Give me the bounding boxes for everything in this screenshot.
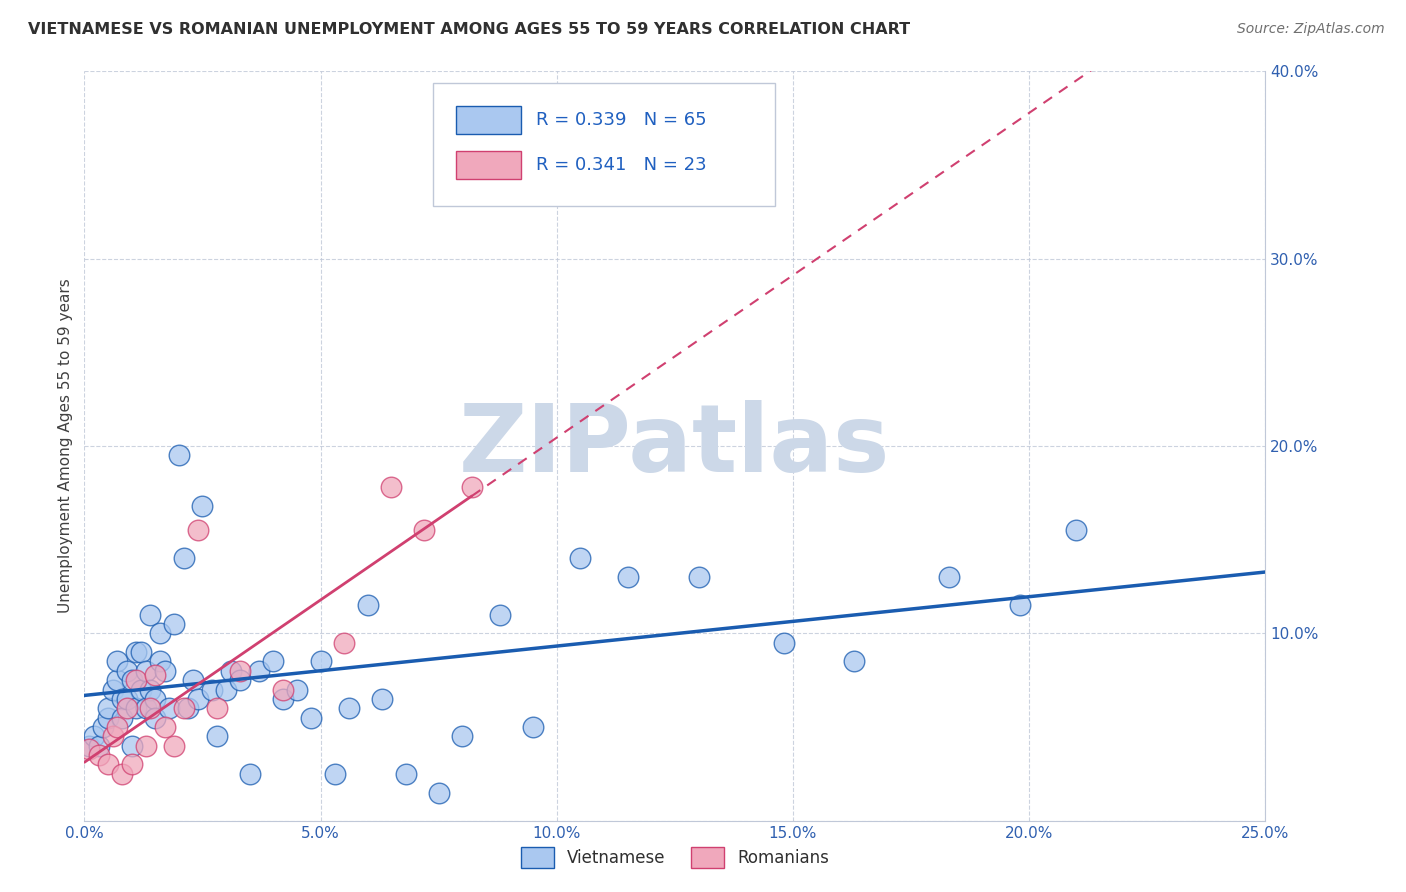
Point <box>177 701 200 715</box>
Point <box>371 692 394 706</box>
Point <box>139 701 162 715</box>
Point <box>101 682 124 697</box>
Point <box>101 730 124 744</box>
Point <box>215 682 238 697</box>
Point <box>139 682 162 697</box>
Point <box>143 667 166 681</box>
Point <box>97 710 120 724</box>
Point <box>77 739 100 753</box>
Point <box>139 607 162 622</box>
Point <box>427 786 450 799</box>
Point <box>451 730 474 744</box>
Point <box>125 701 148 715</box>
Text: R = 0.339   N = 65: R = 0.339 N = 65 <box>536 112 706 129</box>
Point <box>135 664 157 678</box>
FancyBboxPatch shape <box>457 106 522 135</box>
Point <box>181 673 204 688</box>
Point <box>163 617 186 632</box>
Point <box>97 701 120 715</box>
Point <box>111 710 134 724</box>
Point <box>87 739 110 753</box>
FancyBboxPatch shape <box>457 151 522 179</box>
Point <box>337 701 360 715</box>
Point <box>135 739 157 753</box>
Point <box>323 766 346 781</box>
Point <box>772 635 794 649</box>
Point <box>121 739 143 753</box>
Point <box>107 655 129 669</box>
Point <box>121 757 143 772</box>
Point <box>380 480 402 494</box>
Point <box>1008 599 1031 613</box>
Point <box>125 673 148 688</box>
Text: VIETNAMESE VS ROMANIAN UNEMPLOYMENT AMONG AGES 55 TO 59 YEARS CORRELATION CHART: VIETNAMESE VS ROMANIAN UNEMPLOYMENT AMON… <box>28 22 910 37</box>
Point <box>125 645 148 659</box>
Point <box>111 692 134 706</box>
Point <box>153 720 176 734</box>
Point <box>173 701 195 715</box>
Point <box>87 747 110 762</box>
Point <box>239 766 262 781</box>
FancyBboxPatch shape <box>433 83 775 206</box>
Point <box>522 720 544 734</box>
Point <box>143 692 166 706</box>
Point <box>173 551 195 566</box>
Point <box>115 664 138 678</box>
Point <box>357 599 380 613</box>
Point <box>219 664 242 678</box>
Point <box>616 570 638 584</box>
Point <box>143 710 166 724</box>
Point <box>77 742 100 756</box>
Point <box>333 635 356 649</box>
Point <box>83 730 105 744</box>
Text: ZIPatlas: ZIPatlas <box>460 400 890 492</box>
Point <box>107 673 129 688</box>
Point <box>461 480 484 494</box>
Point <box>163 739 186 753</box>
Point <box>135 701 157 715</box>
Point <box>111 766 134 781</box>
Point <box>394 766 416 781</box>
Point <box>129 645 152 659</box>
Point <box>97 757 120 772</box>
Point <box>1066 523 1088 537</box>
Point <box>115 701 138 715</box>
Point <box>107 720 129 734</box>
Point <box>844 655 866 669</box>
Text: R = 0.341   N = 23: R = 0.341 N = 23 <box>536 156 706 174</box>
Point <box>262 655 284 669</box>
Point <box>191 499 214 513</box>
Point <box>271 682 294 697</box>
Point <box>229 664 252 678</box>
Point <box>149 655 172 669</box>
Point <box>205 701 228 715</box>
Point <box>157 701 180 715</box>
Point <box>309 655 332 669</box>
Point <box>938 570 960 584</box>
Point <box>205 730 228 744</box>
Point <box>271 692 294 706</box>
Point <box>229 673 252 688</box>
Point <box>121 673 143 688</box>
Legend: Vietnamese, Romanians: Vietnamese, Romanians <box>512 839 838 876</box>
Point <box>489 607 512 622</box>
Point <box>149 626 172 640</box>
Y-axis label: Unemployment Among Ages 55 to 59 years: Unemployment Among Ages 55 to 59 years <box>58 278 73 614</box>
Point <box>129 682 152 697</box>
Point <box>91 720 114 734</box>
Point <box>299 710 322 724</box>
Point <box>285 682 308 697</box>
Point <box>413 523 436 537</box>
Point <box>569 551 592 566</box>
Point <box>688 570 710 584</box>
Point <box>167 448 190 462</box>
Point <box>115 692 138 706</box>
Point <box>187 692 209 706</box>
Point <box>247 664 270 678</box>
Point <box>187 523 209 537</box>
Point <box>153 664 176 678</box>
Point <box>201 682 224 697</box>
Text: Source: ZipAtlas.com: Source: ZipAtlas.com <box>1237 22 1385 37</box>
